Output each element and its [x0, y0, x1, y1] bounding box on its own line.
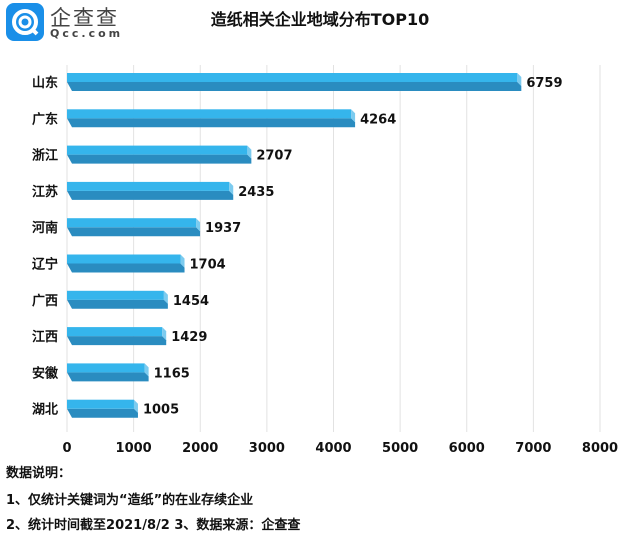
x-tick-label: 8000 [582, 441, 618, 456]
bar-shade [67, 118, 356, 128]
notes-line-2: 2、统计时间截至2021/8/2 3、数据来源：企查查 [6, 518, 301, 533]
bar-end [196, 218, 201, 232]
bar [67, 254, 181, 264]
bar-shade [67, 372, 149, 382]
x-tick-label: 0 [62, 441, 71, 456]
bar-end [162, 327, 167, 341]
category-label: 湖北 [32, 403, 58, 418]
notes-heading: 数据说明： [6, 466, 72, 481]
bar-end [351, 109, 356, 123]
bar-shade [67, 299, 168, 309]
bar-end [133, 399, 138, 413]
category-label: 河南 [32, 220, 58, 236]
category-label: 江西 [32, 329, 58, 345]
bar-shade [67, 227, 201, 237]
bar [67, 145, 248, 155]
bar [67, 109, 352, 119]
logo-url: Qcc.com [50, 27, 124, 40]
category-label: 山东 [32, 75, 58, 91]
bar-shade [67, 190, 234, 200]
data-label: 2707 [256, 149, 292, 164]
logo-name: 企查查 [50, 6, 119, 30]
bar-end [144, 363, 149, 377]
bar-shade [67, 336, 167, 346]
category-label: 安徽 [32, 365, 59, 381]
data-label: 2435 [238, 185, 274, 200]
category-label: 广西 [32, 293, 58, 309]
bar [67, 399, 134, 409]
chart-title: 造纸相关企业地域分布TOP10 [210, 10, 430, 29]
x-tick-label: 7000 [515, 441, 551, 456]
x-tick-label: 2000 [182, 441, 218, 456]
bar-shade [67, 408, 138, 418]
bar [67, 218, 197, 228]
bar-shade [67, 263, 185, 273]
data-label: 1937 [205, 221, 241, 236]
data-label: 4264 [360, 112, 396, 127]
data-label: 1005 [143, 403, 179, 418]
category-label: 辽宁 [32, 257, 58, 273]
data-label: 1454 [173, 294, 209, 309]
x-tick-label: 6000 [449, 441, 485, 456]
bar-end [180, 254, 185, 268]
bar [67, 73, 518, 82]
bar [67, 290, 164, 300]
x-tick-label: 4000 [315, 441, 351, 456]
data-label: 1165 [154, 366, 190, 381]
x-tick-label: 3000 [249, 441, 285, 456]
bar-end [163, 290, 168, 304]
category-label: 江苏 [32, 184, 58, 200]
bar-end [247, 145, 252, 159]
x-tick-label: 1000 [116, 441, 152, 456]
category-label: 浙江 [32, 148, 58, 164]
notes-line-1: 1、仅统计关键词为“造纸”的在业存续企业 [6, 493, 254, 508]
bar [67, 363, 145, 373]
data-label: 1704 [190, 258, 226, 273]
bar-shade [67, 154, 252, 164]
bar [67, 327, 163, 337]
bar-end [517, 73, 522, 86]
data-label: 6759 [526, 76, 562, 91]
bar [67, 181, 230, 191]
x-tick-label: 5000 [382, 441, 418, 456]
bar-end [229, 181, 234, 195]
bar-shade [67, 82, 522, 91]
data-label: 1429 [171, 330, 207, 345]
category-label: 广东 [32, 111, 58, 127]
qcc-logo-icon [6, 3, 44, 41]
